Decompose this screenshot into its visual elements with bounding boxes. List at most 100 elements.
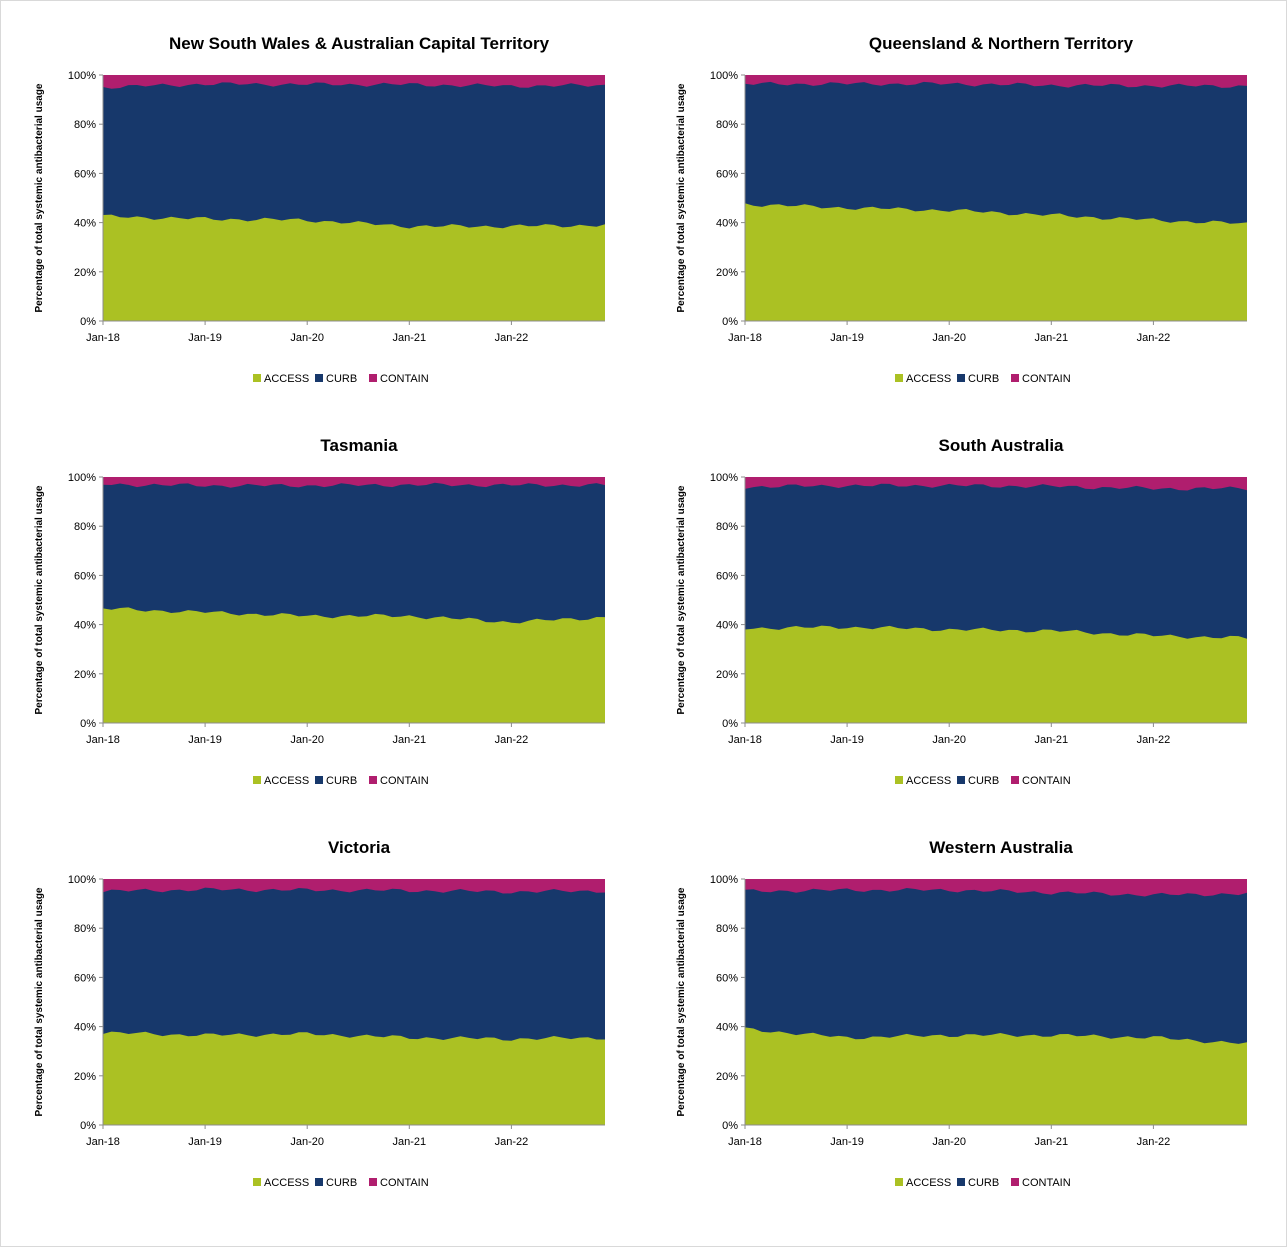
legend-label-curb: CURB xyxy=(326,373,357,385)
legend-swatch-contain xyxy=(369,1178,377,1186)
legend-label-curb: CURB xyxy=(326,1177,357,1189)
y-tick-label: 20% xyxy=(74,267,96,279)
y-axis-label: Percentage of total systemic antibacteri… xyxy=(34,83,45,312)
legend-swatch-contain xyxy=(1011,1178,1019,1186)
chart-svg-western-australia: Western Australia 0% 20% 40% 60% 80% 100% Jan-1… xyxy=(676,838,1247,1189)
x-tick-label: Jan-22 xyxy=(1137,734,1171,746)
x-tick-label: Jan-19 xyxy=(830,332,864,344)
legend-label-access: ACCESS xyxy=(264,775,309,787)
legend-swatch-curb xyxy=(315,374,323,382)
x-tick-label: Jan-20 xyxy=(932,332,966,344)
x-tick-label: Jan-19 xyxy=(188,1136,222,1148)
y-tick-label: 20% xyxy=(716,669,738,681)
y-axis-label: Percentage of total systemic antibacteri… xyxy=(676,887,687,1116)
y-axis-label: Percentage of total systemic antibacteri… xyxy=(676,485,687,714)
chart-panel-victoria: Victoria 0% 20% 40% 60% 80% 100% Jan-18 Jan-19 Ja… xyxy=(31,829,641,1199)
legend-swatch-contain xyxy=(1011,776,1019,784)
x-tick-label: Jan-19 xyxy=(830,1136,864,1148)
legend-label-curb: CURB xyxy=(968,775,999,787)
legend-swatch-access xyxy=(895,1178,903,1186)
legend-swatch-access xyxy=(895,776,903,784)
legend-swatch-access xyxy=(895,374,903,382)
x-tick-label: Jan-20 xyxy=(290,1136,324,1148)
y-tick-label: 60% xyxy=(74,168,96,180)
legend-swatch-curb xyxy=(957,776,965,784)
y-tick-label: 0% xyxy=(80,718,96,730)
y-tick-label: 40% xyxy=(716,1022,738,1034)
x-tick-label: Jan-21 xyxy=(1034,332,1068,344)
y-tick-label: 0% xyxy=(722,316,738,328)
y-tick-label: 60% xyxy=(74,972,96,984)
legend-swatch-curb xyxy=(315,776,323,784)
chart-title: New South Wales & Australian Capital Ter… xyxy=(169,34,550,53)
legend-label-contain: CONTAIN xyxy=(380,775,429,787)
chart-svg-victoria: Victoria 0% 20% 40% 60% 80% 100% Jan-18 Jan-19 Ja… xyxy=(34,838,605,1189)
legend-label-curb: CURB xyxy=(326,775,357,787)
y-tick-label: 80% xyxy=(74,119,96,131)
y-tick-label: 20% xyxy=(74,1071,96,1083)
y-tick-label: 100% xyxy=(710,70,738,82)
chart-title: Victoria xyxy=(328,838,391,857)
y-axis-label: Percentage of total systemic antibacteri… xyxy=(676,83,687,312)
chart-svg-qld-nt: Queensland & Northern Territory 0% 20% 40% 6… xyxy=(676,34,1247,385)
legend-label-access: ACCESS xyxy=(264,1177,309,1189)
y-tick-label: 60% xyxy=(716,570,738,582)
x-tick-label: Jan-18 xyxy=(86,332,120,344)
x-tick-label: Jan-21 xyxy=(1034,734,1068,746)
legend-swatch-contain xyxy=(369,374,377,382)
y-tick-label: 60% xyxy=(74,570,96,582)
y-tick-label: 80% xyxy=(716,923,738,935)
legend-label-contain: CONTAIN xyxy=(380,1177,429,1189)
y-tick-label: 0% xyxy=(722,718,738,730)
area-access xyxy=(103,1031,605,1125)
y-tick-label: 40% xyxy=(74,620,96,632)
x-tick-label: Jan-18 xyxy=(86,734,120,746)
legend-swatch-access xyxy=(253,374,261,382)
chart-panel-qld-nt: Queensland & Northern Territory 0% 20% 40% 6… xyxy=(673,25,1283,395)
legend-swatch-curb xyxy=(315,1178,323,1186)
y-axis-label: Percentage of total systemic antibacteri… xyxy=(34,887,45,1116)
chart-svg-south-australia: South Australia 0% 20% 40% 60% 80% 100% Jan-18 J… xyxy=(676,436,1247,787)
x-tick-label: Jan-20 xyxy=(290,734,324,746)
area-access xyxy=(745,625,1247,723)
chart-panel-nsw-act: New South Wales & Australian Capital Ter… xyxy=(31,25,641,395)
legend-swatch-contain xyxy=(1011,374,1019,382)
chart-svg-tasmania: Tasmania 0% 20% 40% 60% 80% 100% Jan-18 Jan-19 Ja… xyxy=(34,436,605,787)
chart-title: Queensland & Northern Territory xyxy=(869,34,1134,53)
legend-swatch-curb xyxy=(957,1178,965,1186)
x-tick-label: Jan-18 xyxy=(728,734,762,746)
y-tick-label: 100% xyxy=(68,874,96,886)
x-tick-label: Jan-21 xyxy=(392,332,426,344)
x-tick-label: Jan-21 xyxy=(1034,1136,1068,1148)
y-tick-label: 80% xyxy=(716,521,738,533)
y-tick-label: 100% xyxy=(68,70,96,82)
y-tick-label: 20% xyxy=(74,669,96,681)
x-tick-label: Jan-19 xyxy=(830,734,864,746)
x-tick-label: Jan-22 xyxy=(495,734,529,746)
area-access xyxy=(745,203,1247,321)
x-tick-label: Jan-22 xyxy=(495,1136,529,1148)
x-tick-label: Jan-20 xyxy=(932,1136,966,1148)
y-tick-label: 100% xyxy=(710,472,738,484)
legend-label-access: ACCESS xyxy=(906,775,951,787)
x-tick-label: Jan-19 xyxy=(188,734,222,746)
legend-swatch-access xyxy=(253,1178,261,1186)
x-tick-label: Jan-22 xyxy=(495,332,529,344)
legend-label-contain: CONTAIN xyxy=(1022,1177,1071,1189)
legend-label-contain: CONTAIN xyxy=(380,373,429,385)
x-tick-label: Jan-20 xyxy=(932,734,966,746)
chart-panel-western-australia: Western Australia 0% 20% 40% 60% 80% 100% Jan-1… xyxy=(673,829,1283,1199)
y-tick-label: 20% xyxy=(716,1071,738,1083)
y-tick-label: 0% xyxy=(80,316,96,328)
legend-label-curb: CURB xyxy=(968,1177,999,1189)
x-tick-label: Jan-22 xyxy=(1137,332,1171,344)
chart-title: Tasmania xyxy=(320,436,398,455)
legend-label-access: ACCESS xyxy=(906,1177,951,1189)
y-tick-label: 100% xyxy=(68,472,96,484)
legend-label-contain: CONTAIN xyxy=(1022,775,1071,787)
x-tick-label: Jan-22 xyxy=(1137,1136,1171,1148)
y-tick-label: 20% xyxy=(716,267,738,279)
y-tick-label: 80% xyxy=(74,923,96,935)
y-tick-label: 40% xyxy=(74,1022,96,1034)
y-tick-label: 60% xyxy=(716,168,738,180)
